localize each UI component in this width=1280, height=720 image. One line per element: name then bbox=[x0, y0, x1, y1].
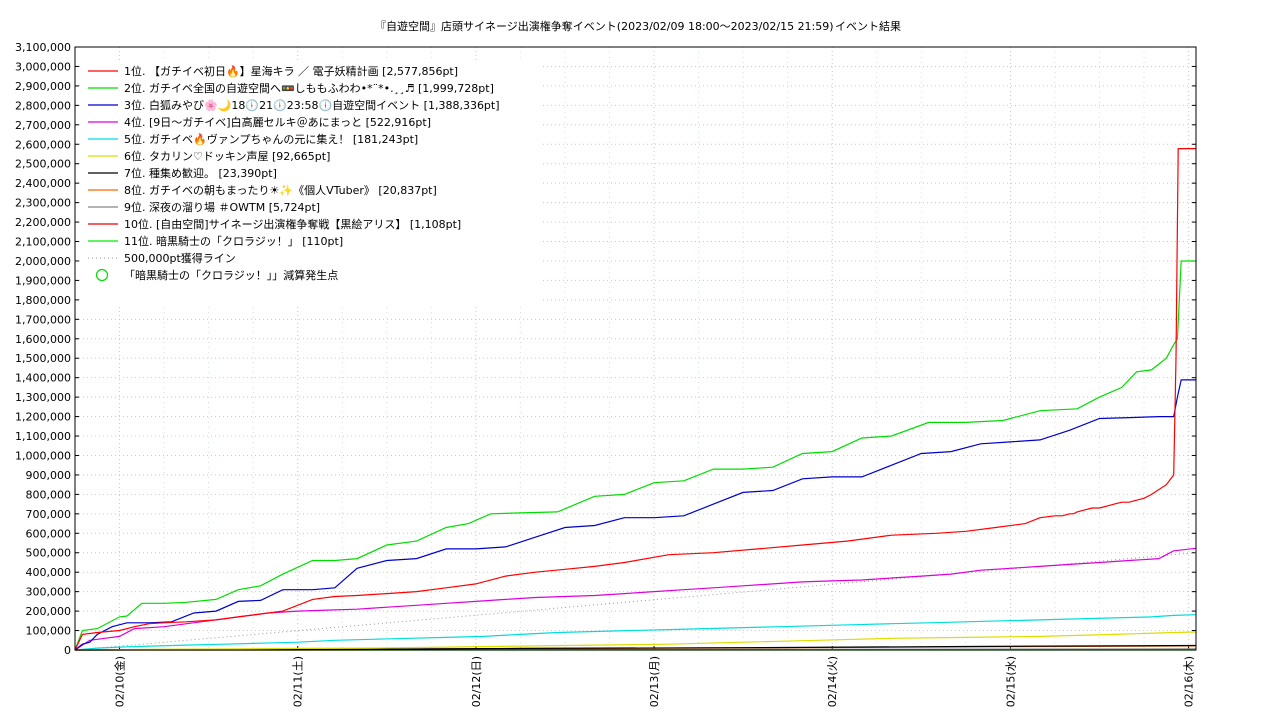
x-tick-label: 02/14(火) bbox=[826, 656, 839, 707]
legend-label: 9位. 深夜の溜り場 ＃OWTM [5,724pt] bbox=[124, 200, 320, 214]
y-tick-label: 600,000 bbox=[26, 527, 72, 540]
series-line bbox=[74, 379, 1196, 651]
y-tick-label: 2,700,000 bbox=[15, 119, 71, 132]
series-line bbox=[74, 148, 1196, 651]
y-tick-label: 0 bbox=[64, 644, 71, 657]
y-tick-label: 2,200,000 bbox=[15, 216, 71, 229]
y-tick-label: 2,300,000 bbox=[15, 197, 71, 210]
y-tick-label: 1,000,000 bbox=[15, 449, 71, 462]
legend-background bbox=[80, 60, 542, 305]
y-tick-label: 3,100,000 bbox=[15, 41, 71, 54]
x-tick-label: 02/16(木) bbox=[1183, 656, 1196, 707]
plot-frame bbox=[74, 46, 1197, 651]
y-tick-label: 700,000 bbox=[26, 508, 72, 521]
x-axis: 02/10(金) 02/11(土) 02/12(日) 02/13(月) 02/14(火)… bbox=[113, 646, 1196, 707]
y-tick-label: 1,500,000 bbox=[15, 352, 71, 365]
legend-label: 2位. ガチイベ全国の自遊空間へ🚥しももふわわ•*¨*•.¸¸♬ [1,999,… bbox=[124, 81, 494, 95]
series-line bbox=[74, 547, 1197, 651]
y-tick-label: 2,600,000 bbox=[15, 138, 71, 151]
series-line bbox=[74, 260, 1196, 651]
legend-label: 500,000pt獲得ライン bbox=[124, 252, 236, 265]
y-tick-label: 500,000 bbox=[26, 547, 72, 560]
x-tick-label: 02/11(土) bbox=[292, 656, 305, 707]
series-line bbox=[74, 614, 1197, 651]
y-tick-label: 100,000 bbox=[26, 625, 72, 638]
legend: 1位. 【ガチイベ初日🔥】星海キラ ／ 電子妖精計画 [2,577,856pt]… bbox=[80, 60, 542, 305]
y-tick-label: 1,900,000 bbox=[15, 274, 71, 287]
y-tick-label: 2,100,000 bbox=[15, 236, 71, 249]
y-tick-label: 1,800,000 bbox=[15, 294, 71, 307]
x-tick-label: 02/10(金) bbox=[113, 656, 127, 707]
legend-marker-circle bbox=[95, 268, 109, 282]
y-tick-label: 200,000 bbox=[26, 605, 72, 618]
legend-label: 1位. 【ガチイベ初日🔥】星海キラ ／ 電子妖精計画 [2,577,856pt] bbox=[124, 64, 458, 78]
legend-label: 6位. タカリン♡ドッキン声屋 [92,665pt] bbox=[124, 149, 330, 163]
x-tick-label: 02/12(日) bbox=[470, 656, 483, 707]
y-tick-label: 1,600,000 bbox=[15, 333, 71, 346]
legend-label: 5位. ガチイベ🔥ヴァンプちゃんの元に集え！ [181,243pt] bbox=[124, 132, 418, 146]
y-tick-label: 1,700,000 bbox=[15, 313, 71, 326]
legend-label: 11位. 暗黒騎士の「クロラジッ！」 [110pt] bbox=[124, 234, 343, 248]
legend-label: 3位. 白狐みやび🌸🌙18🕕21🕕23:58🕕自遊空間イベント [1,388,3… bbox=[124, 98, 500, 112]
chart-title-suffix: イベント結果 bbox=[835, 19, 901, 33]
legend-label: 7位. 種集め歓迎。 [23,390pt] bbox=[124, 166, 277, 180]
y-tick-label: 1,200,000 bbox=[15, 411, 71, 424]
legend-label: 4位. [9日〜ガチイベ]白高麗セルキ＠あにまっと [522,916pt] bbox=[124, 115, 431, 129]
y-tick-label: 1,300,000 bbox=[15, 391, 71, 404]
y-tick-label: 800,000 bbox=[26, 488, 72, 501]
y-tick-label: 900,000 bbox=[26, 469, 72, 482]
legend-label: 8位. ガチイベの朝もまったり☀✨《個人VTuber》 [20,837pt] bbox=[124, 183, 437, 197]
y-tick-label: 1,100,000 bbox=[15, 430, 71, 443]
y-tick-label: 2,400,000 bbox=[15, 177, 71, 190]
y-tick-label: 3,000,000 bbox=[15, 60, 71, 73]
legend-label: 10位. [自由空間]サイネージ出演権争奪戦【黒絵アリス】 [1,108pt] bbox=[124, 217, 461, 231]
y-tick-label: 2,500,000 bbox=[15, 158, 71, 171]
y-tick-label: 400,000 bbox=[26, 566, 72, 579]
y-axis: 0 100,000 200,000 300,000 400,000 500,000 600,… bbox=[15, 41, 1196, 657]
x-tick-label: 02/13(月) bbox=[648, 656, 661, 707]
legend-label: 「暗黒騎士の「クロラジッ！」」減算発生点 bbox=[124, 268, 338, 282]
y-tick-label: 2,800,000 bbox=[15, 99, 71, 112]
chart-title: 『自遊空間』店頭サイネージ出演権争奪イベント(2023/02/09 18:00〜… bbox=[375, 19, 834, 33]
y-tick-label: 2,000,000 bbox=[15, 255, 71, 268]
x-tick-label: 02/15(水) bbox=[1004, 656, 1017, 707]
y-tick-label: 1,400,000 bbox=[15, 372, 71, 385]
y-tick-label: 300,000 bbox=[26, 586, 72, 599]
series-line bbox=[74, 631, 1197, 651]
y-tick-label: 2,900,000 bbox=[15, 80, 71, 93]
